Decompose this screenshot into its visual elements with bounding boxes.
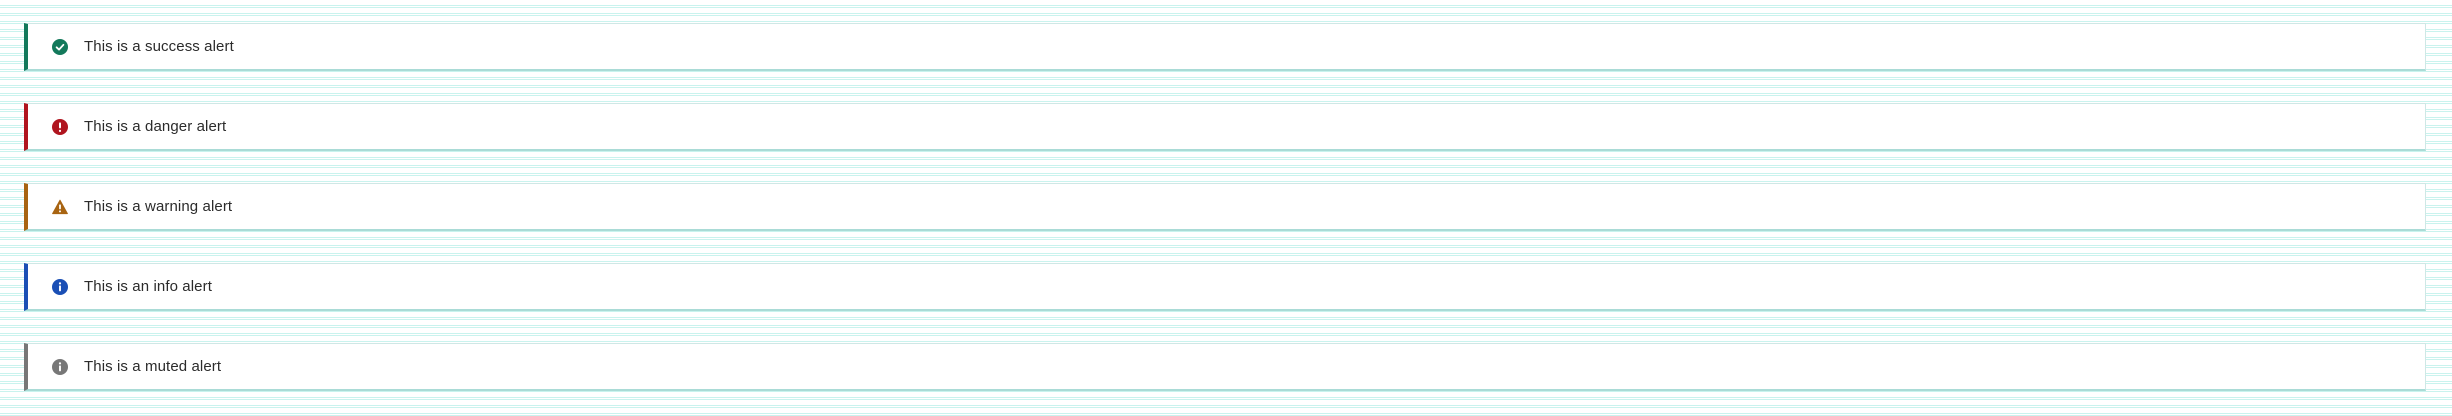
- alert-message: This is a danger alert: [84, 118, 227, 135]
- muted-alert: This is a muted alert: [24, 343, 2426, 391]
- info-circle-icon: [52, 278, 68, 295]
- warning-alert: This is a warning alert: [24, 183, 2426, 231]
- warning-triangle-icon: [52, 199, 68, 215]
- info-circle-icon: [52, 358, 68, 375]
- exclamation-circle-icon: [52, 118, 68, 135]
- check-circle-icon: [52, 38, 68, 55]
- success-alert: This is a success alert: [24, 23, 2426, 71]
- alert-message: This is a muted alert: [84, 358, 222, 375]
- info-alert: This is an info alert: [24, 263, 2426, 311]
- alert-message: This is a warning alert: [84, 198, 233, 215]
- alert-message: This is an info alert: [84, 278, 212, 295]
- alert-message: This is a success alert: [84, 38, 234, 55]
- danger-alert: This is a danger alert: [24, 103, 2426, 151]
